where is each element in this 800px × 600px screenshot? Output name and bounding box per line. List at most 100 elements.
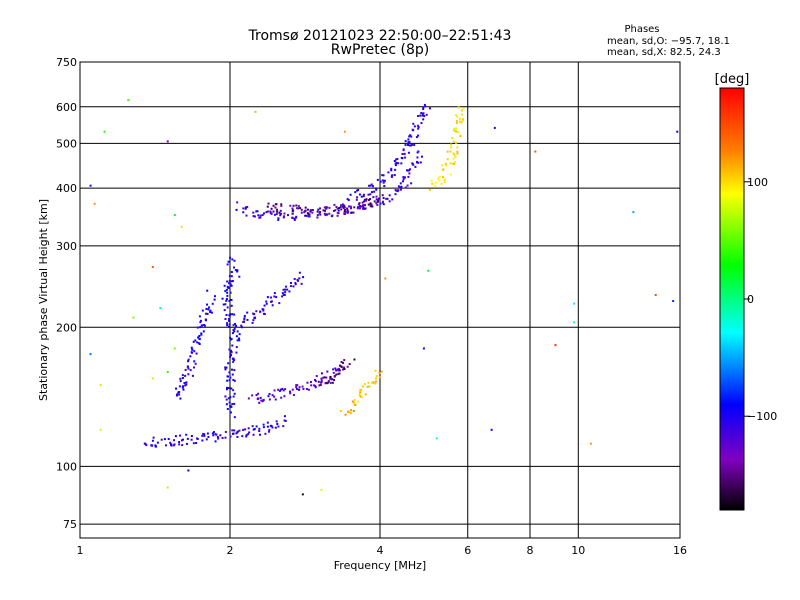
data-point xyxy=(676,130,679,133)
data-point xyxy=(282,288,285,291)
data-point xyxy=(407,138,410,141)
data-point xyxy=(175,387,178,390)
data-point xyxy=(213,295,216,298)
data-point xyxy=(416,156,419,159)
data-point xyxy=(323,212,326,215)
data-point xyxy=(307,213,310,216)
data-point xyxy=(374,382,377,385)
data-point xyxy=(229,353,232,356)
data-point xyxy=(420,112,423,115)
data-point xyxy=(187,358,190,361)
data-point xyxy=(230,338,233,341)
data-point xyxy=(401,153,404,156)
data-point xyxy=(372,196,375,199)
data-points xyxy=(89,99,679,496)
data-point xyxy=(281,295,284,298)
data-point xyxy=(369,184,372,187)
data-point xyxy=(328,206,331,209)
data-point xyxy=(352,211,355,214)
data-point xyxy=(186,442,189,445)
data-point xyxy=(316,214,319,217)
data-point xyxy=(399,188,402,191)
data-point xyxy=(326,206,329,209)
data-point xyxy=(309,381,312,384)
data-point xyxy=(335,206,338,209)
data-point xyxy=(234,322,237,325)
data-point xyxy=(281,387,284,390)
data-point xyxy=(309,209,312,212)
data-point xyxy=(230,405,233,408)
data-point xyxy=(453,162,456,165)
data-point xyxy=(289,281,292,284)
data-point xyxy=(423,103,426,106)
data-point xyxy=(211,302,214,305)
data-point xyxy=(420,122,423,125)
data-point xyxy=(181,438,184,441)
data-point xyxy=(207,435,210,438)
data-point xyxy=(202,432,205,435)
data-point xyxy=(277,218,280,221)
data-point xyxy=(226,263,229,266)
data-point xyxy=(408,172,411,175)
data-point xyxy=(458,117,461,120)
data-point xyxy=(442,168,445,171)
data-point xyxy=(180,225,183,228)
data-point xyxy=(425,113,428,116)
data-point xyxy=(329,381,332,384)
data-point xyxy=(251,394,254,397)
data-point xyxy=(342,207,345,210)
data-point xyxy=(369,202,372,205)
data-point xyxy=(285,285,288,288)
data-point xyxy=(457,131,460,134)
data-point xyxy=(230,304,233,307)
data-point xyxy=(365,198,368,201)
data-point xyxy=(368,385,371,388)
data-point xyxy=(227,317,230,320)
data-point xyxy=(315,375,318,378)
data-point xyxy=(417,126,420,129)
data-point xyxy=(358,193,361,196)
data-point xyxy=(270,300,273,303)
data-point xyxy=(215,433,218,436)
data-point xyxy=(353,206,356,209)
data-point xyxy=(265,300,268,303)
data-point xyxy=(258,427,261,430)
data-point xyxy=(267,210,270,213)
data-point xyxy=(286,214,289,217)
data-point xyxy=(244,207,247,210)
data-point xyxy=(443,179,446,182)
data-point xyxy=(314,385,317,388)
data-point xyxy=(283,212,286,215)
data-point xyxy=(187,373,190,376)
data-point xyxy=(238,333,241,336)
data-point xyxy=(246,311,249,314)
data-point xyxy=(145,444,148,447)
data-point xyxy=(381,200,384,203)
data-point xyxy=(228,279,231,282)
data-point xyxy=(390,175,393,178)
data-point xyxy=(159,307,162,310)
data-point xyxy=(360,205,363,208)
data-point xyxy=(235,346,238,349)
data-point xyxy=(163,438,166,441)
data-point xyxy=(232,389,235,392)
data-point xyxy=(196,341,199,344)
data-point xyxy=(440,182,443,185)
data-point xyxy=(189,369,192,372)
data-point xyxy=(364,204,367,207)
data-point xyxy=(225,288,228,291)
data-point xyxy=(374,187,377,190)
data-point xyxy=(247,433,250,436)
data-point xyxy=(202,330,205,333)
data-point xyxy=(412,129,415,132)
data-point xyxy=(390,167,393,170)
data-point xyxy=(534,150,537,153)
data-point xyxy=(452,140,455,143)
data-point xyxy=(228,274,231,277)
data-point xyxy=(206,312,209,315)
data-point xyxy=(205,307,208,310)
data-point xyxy=(419,161,422,164)
data-point xyxy=(421,114,424,117)
data-point xyxy=(367,199,370,202)
data-point xyxy=(278,302,281,305)
